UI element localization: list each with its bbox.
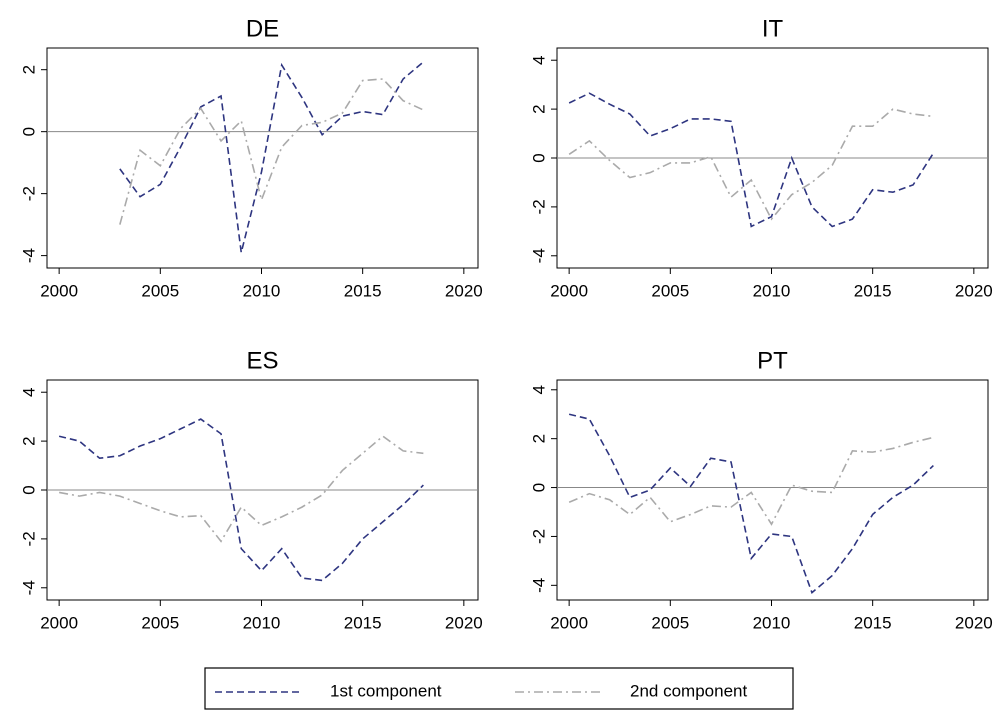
x-tick-label: 2000 <box>40 281 78 300</box>
x-tick-label: 2000 <box>550 613 588 632</box>
y-tick-label: 0 <box>529 483 548 492</box>
y-tick-label: 2 <box>529 434 548 443</box>
y-tick-label: 2 <box>19 436 38 445</box>
x-tick-label: 2005 <box>651 281 689 300</box>
panel-title: IT <box>762 15 784 42</box>
x-tick-label: 2015 <box>854 613 892 632</box>
x-tick-label: 2010 <box>243 613 281 632</box>
y-tick-label: 0 <box>19 127 38 136</box>
x-tick-label: 2015 <box>854 281 892 300</box>
x-tick-label: 2000 <box>40 613 78 632</box>
series-line <box>58 435 424 543</box>
panel-title: DE <box>246 15 279 42</box>
y-tick-label: 4 <box>529 385 548 394</box>
y-tick-label: -2 <box>529 529 548 544</box>
y-tick-label: -2 <box>19 531 38 546</box>
series-line <box>568 92 935 228</box>
y-tick-label: 0 <box>529 153 548 162</box>
y-tick-label: -2 <box>19 186 38 201</box>
y-tick-label: 2 <box>19 65 38 74</box>
x-tick-label: 2005 <box>141 613 179 632</box>
y-tick-label: 4 <box>529 55 548 64</box>
series-line <box>568 413 934 595</box>
y-tick-label: 2 <box>529 104 548 113</box>
plot-frame <box>46 47 479 269</box>
y-tick-label: -4 <box>529 248 548 263</box>
x-tick-label: 2010 <box>753 281 791 300</box>
x-tick-label: 2020 <box>955 281 993 300</box>
x-tick-label: 2015 <box>344 613 382 632</box>
series-line <box>568 108 934 221</box>
y-tick-label: -4 <box>19 248 38 263</box>
y-tick-label: -4 <box>529 578 548 593</box>
x-tick-label: 2000 <box>550 281 588 300</box>
y-tick-label: -4 <box>19 580 38 595</box>
x-tick-label: 2005 <box>141 281 179 300</box>
series-line <box>119 61 424 253</box>
x-tick-label: 2010 <box>753 613 791 632</box>
series-line <box>119 78 424 225</box>
x-tick-label: 2020 <box>445 613 483 632</box>
panel-title: ES <box>246 347 278 374</box>
x-tick-label: 2020 <box>955 613 993 632</box>
y-tick-label: -2 <box>529 199 548 214</box>
x-tick-label: 2020 <box>445 281 483 300</box>
panel-title: PT <box>757 347 788 374</box>
plot-frame <box>556 379 989 601</box>
x-tick-label: 2005 <box>651 613 689 632</box>
legend-box <box>204 667 794 710</box>
y-tick-label: 4 <box>19 387 38 396</box>
series-line <box>58 418 424 582</box>
y-tick-label: 0 <box>19 485 38 494</box>
x-tick-label: 2010 <box>243 281 281 300</box>
series-line <box>568 436 934 526</box>
legend-label: 1st component <box>330 681 442 700</box>
legend-label: 2nd component <box>630 681 747 700</box>
x-tick-label: 2015 <box>344 281 382 300</box>
